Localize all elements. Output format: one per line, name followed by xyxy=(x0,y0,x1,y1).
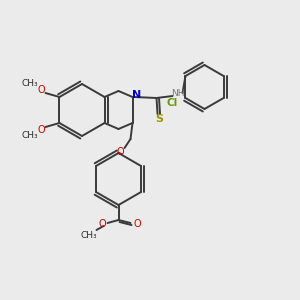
Text: CH₃: CH₃ xyxy=(80,230,97,239)
Text: O: O xyxy=(117,147,124,157)
Text: O: O xyxy=(38,125,45,135)
Text: S: S xyxy=(155,114,164,124)
Text: O: O xyxy=(99,219,106,229)
Text: Cl: Cl xyxy=(167,98,178,108)
Text: O: O xyxy=(134,219,141,229)
Text: CH₃: CH₃ xyxy=(21,131,38,140)
Text: N: N xyxy=(132,90,141,100)
Text: NH: NH xyxy=(171,89,184,98)
Text: O: O xyxy=(38,85,45,95)
Text: CH₃: CH₃ xyxy=(21,80,38,88)
